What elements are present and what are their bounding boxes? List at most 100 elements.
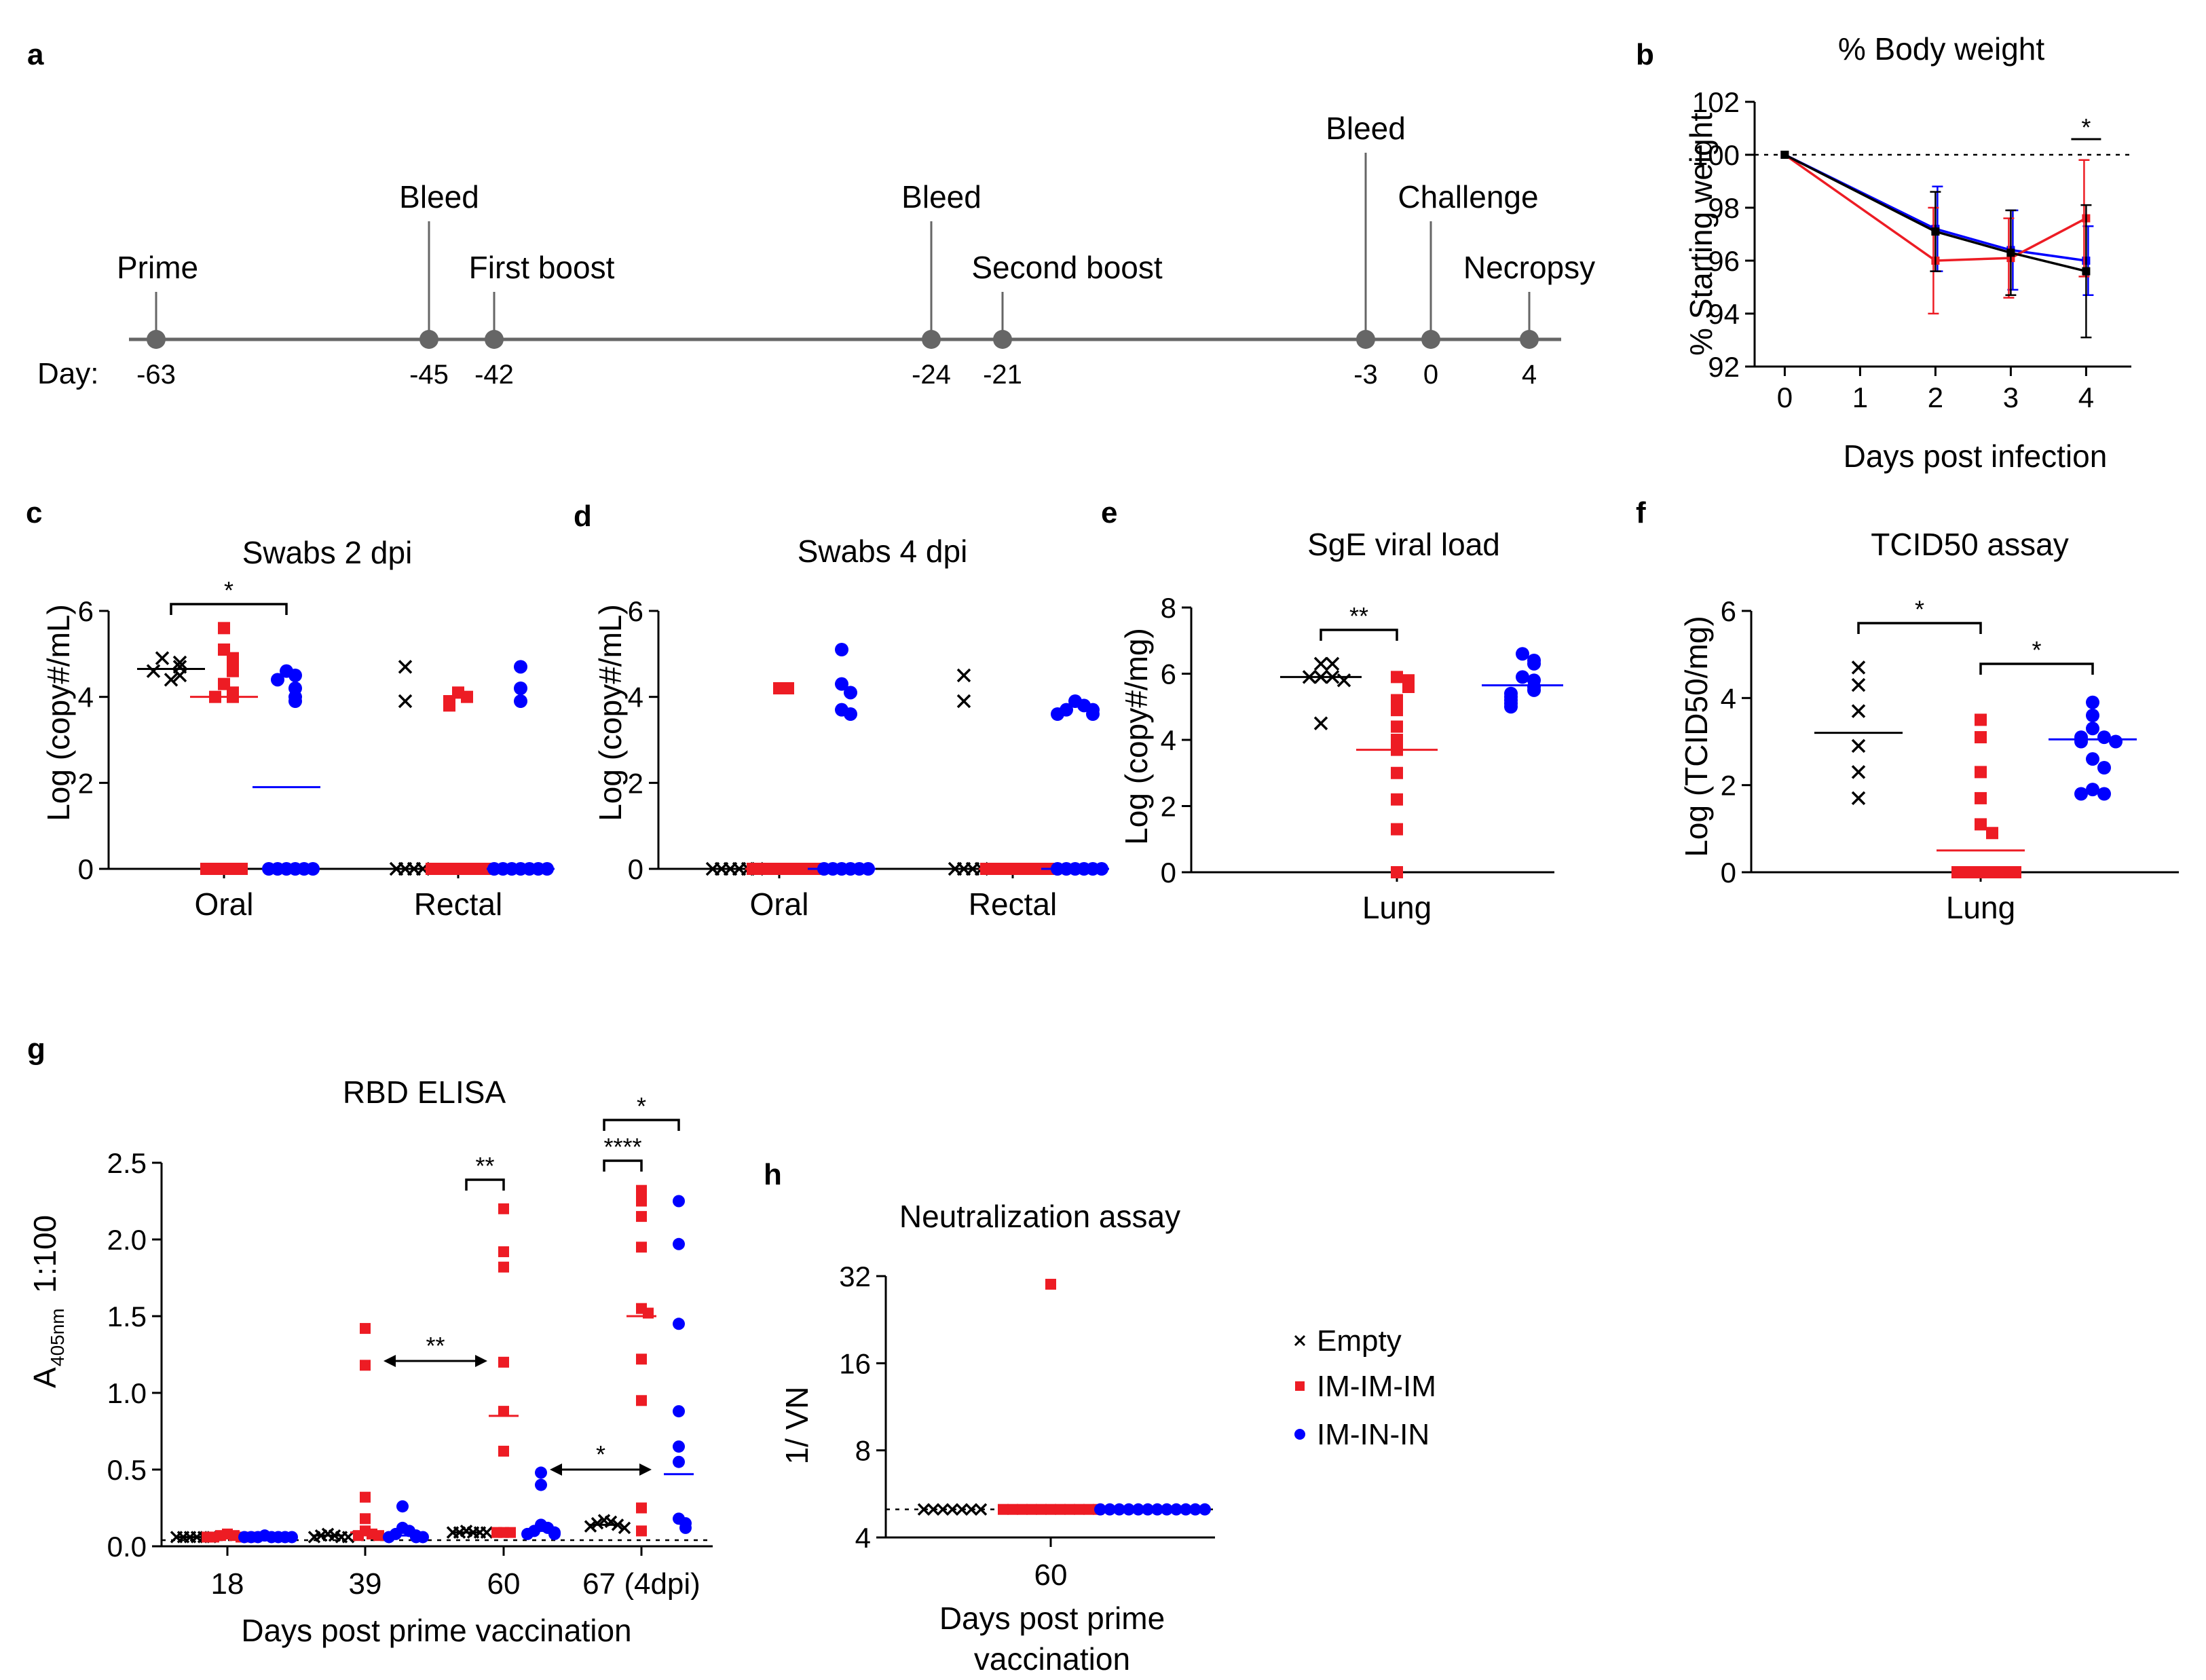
swabs-4dpi-chart: Swabs 4 dpi Log (copy#/mL) 0 2 4 6 Oral Recta… xyxy=(593,534,1109,922)
data-point-empty xyxy=(917,1503,931,1516)
data-point-empty xyxy=(398,660,413,674)
data-point-im-im-im xyxy=(360,1323,371,1334)
y-tick-label: 92 xyxy=(1708,351,1740,383)
x-category-label: 60 xyxy=(1034,1558,1068,1592)
significance-bracket xyxy=(603,1119,680,1131)
data-point-empty xyxy=(1851,739,1866,753)
data-point-im-in-in xyxy=(514,682,527,695)
data-point xyxy=(1931,227,1940,236)
data-point-im-im-im xyxy=(1083,1504,1094,1515)
data-point-im-im-im xyxy=(1975,866,1987,878)
y-tick-label: 0 xyxy=(1721,857,1736,889)
data-point-im-in-in xyxy=(271,673,284,687)
significance-bracket xyxy=(603,1159,643,1172)
timeline-event-dot xyxy=(1356,330,1375,349)
data-point xyxy=(1780,151,1789,159)
data-point-empty xyxy=(1851,765,1866,779)
y-tick-label: 2.5 xyxy=(107,1147,147,1179)
data-point-im-in-in xyxy=(2086,709,2099,722)
timeline-event-label: Bleed xyxy=(399,179,479,214)
legend-marker-im-im-im xyxy=(1295,1381,1305,1391)
data-point-im-in-in xyxy=(673,1237,685,1250)
data-point-im-in-in xyxy=(673,1455,685,1468)
data-point-im-im-im xyxy=(1391,823,1403,836)
y-tick-label: 0.0 xyxy=(107,1531,147,1563)
data-point-im-im-im xyxy=(636,1525,647,1537)
y-tick-label: 1.5 xyxy=(107,1301,147,1332)
data-point-im-in-in xyxy=(1527,683,1541,697)
timeline-day-label: 0 xyxy=(1423,360,1438,390)
data-point-im-in-in xyxy=(673,1405,685,1418)
legend-label: Empty xyxy=(1317,1324,1402,1358)
data-point-empty xyxy=(398,694,413,709)
data-point-im-in-in xyxy=(1151,1503,1163,1516)
timeline-event-label: First boost xyxy=(469,250,615,285)
y-tick-label: 6 xyxy=(78,595,94,627)
x-tick-label: 0 xyxy=(1777,381,1793,413)
panel-label-d: d xyxy=(574,500,592,533)
data-point-im-in-in xyxy=(679,1521,692,1534)
y-tick-label: 4 xyxy=(628,682,643,713)
y-tick-label: 2.0 xyxy=(107,1224,147,1256)
significance-bracket-label: ** xyxy=(475,1152,494,1180)
data-point-im-in-in xyxy=(1516,670,1529,684)
data-point-im-im-im xyxy=(360,1360,371,1371)
significance-bracket xyxy=(465,1178,505,1191)
data-point-im-im-im xyxy=(498,1356,509,1368)
significance-bracket-label: ** xyxy=(1349,602,1368,630)
swabs-2dpi-chart: Swabs 2 dpi Log (copy#/mL) 0 2 4 6 Oral Recta… xyxy=(41,535,555,922)
data-point-im-in-in xyxy=(238,1531,250,1544)
significance-bracket xyxy=(170,603,288,615)
data-point-im-im-im xyxy=(498,1445,509,1457)
data-point-empty xyxy=(956,694,971,709)
y-tick-label: 2 xyxy=(78,767,94,799)
significance-arrow-label: ** xyxy=(426,1332,445,1360)
data-point-im-im-im xyxy=(1975,791,1987,804)
y-tick-label: 6 xyxy=(628,595,643,627)
data-point-im-in-in xyxy=(2074,787,2088,801)
data-point-im-im-im xyxy=(1975,766,1987,779)
data-point-im-im-im xyxy=(1975,731,1987,744)
y-tick-label: 0 xyxy=(628,853,643,885)
data-point-im-im-im xyxy=(236,863,248,875)
panel-label-b: b xyxy=(1636,38,1654,71)
data-point-im-im-im xyxy=(1951,866,1964,878)
data-point-im-im-im xyxy=(1036,1504,1047,1515)
tcid50-chart: TCID50 assay Log (TCID50/mg) 0 2 4 6 Lung * * xyxy=(1679,527,2179,925)
data-point-empty xyxy=(584,1520,597,1533)
data-point-im-im-im xyxy=(1064,1504,1075,1515)
data-point-empty xyxy=(146,664,161,678)
data-point-im-in-in xyxy=(1051,707,1064,721)
significance-label: * xyxy=(2081,113,2091,141)
data-point-im-im-im xyxy=(1017,1504,1028,1515)
data-point-im-im-im xyxy=(360,1513,371,1525)
data-point-im-in-in xyxy=(535,1466,547,1479)
x-tick-label: 4 xyxy=(2078,381,2094,413)
data-point-empty xyxy=(480,1526,493,1539)
timeline-event-label: Second boost xyxy=(971,250,1163,285)
significance-arrow-head-left xyxy=(550,1463,562,1476)
data-point-empty xyxy=(927,1503,940,1516)
panel-label-g: g xyxy=(27,1032,45,1066)
data-point-im-in-in xyxy=(535,1478,547,1491)
significance-bracket xyxy=(1857,622,1982,634)
data-point-im-im-im xyxy=(461,690,473,703)
body-weight-chart: % Body weight Days post infection % Star… xyxy=(1683,31,2135,474)
y-label-suffix: 1:100 xyxy=(27,1215,62,1293)
data-point-empty xyxy=(1313,656,1328,671)
y-axis-label: Log (copy#/mg) xyxy=(1119,628,1154,845)
data-point-empty xyxy=(172,655,187,670)
chart-title: Swabs 2 dpi xyxy=(242,535,413,570)
x-category-label: Lung xyxy=(1946,890,2015,925)
data-point-im-in-in xyxy=(1132,1503,1144,1516)
data-point-im-in-in xyxy=(286,1531,298,1544)
x-axis-label-line1: Days post prime xyxy=(939,1601,1165,1636)
chart-title: % Body weight xyxy=(1838,31,2044,67)
data-point-empty xyxy=(974,1503,988,1516)
data-point-im-in-in xyxy=(1504,700,1518,714)
data-point-im-in-in xyxy=(1516,647,1529,661)
timeline-event-dot xyxy=(922,330,941,349)
data-point-im-im-im xyxy=(636,1502,647,1514)
data-point-im-im-im xyxy=(2009,866,2021,878)
